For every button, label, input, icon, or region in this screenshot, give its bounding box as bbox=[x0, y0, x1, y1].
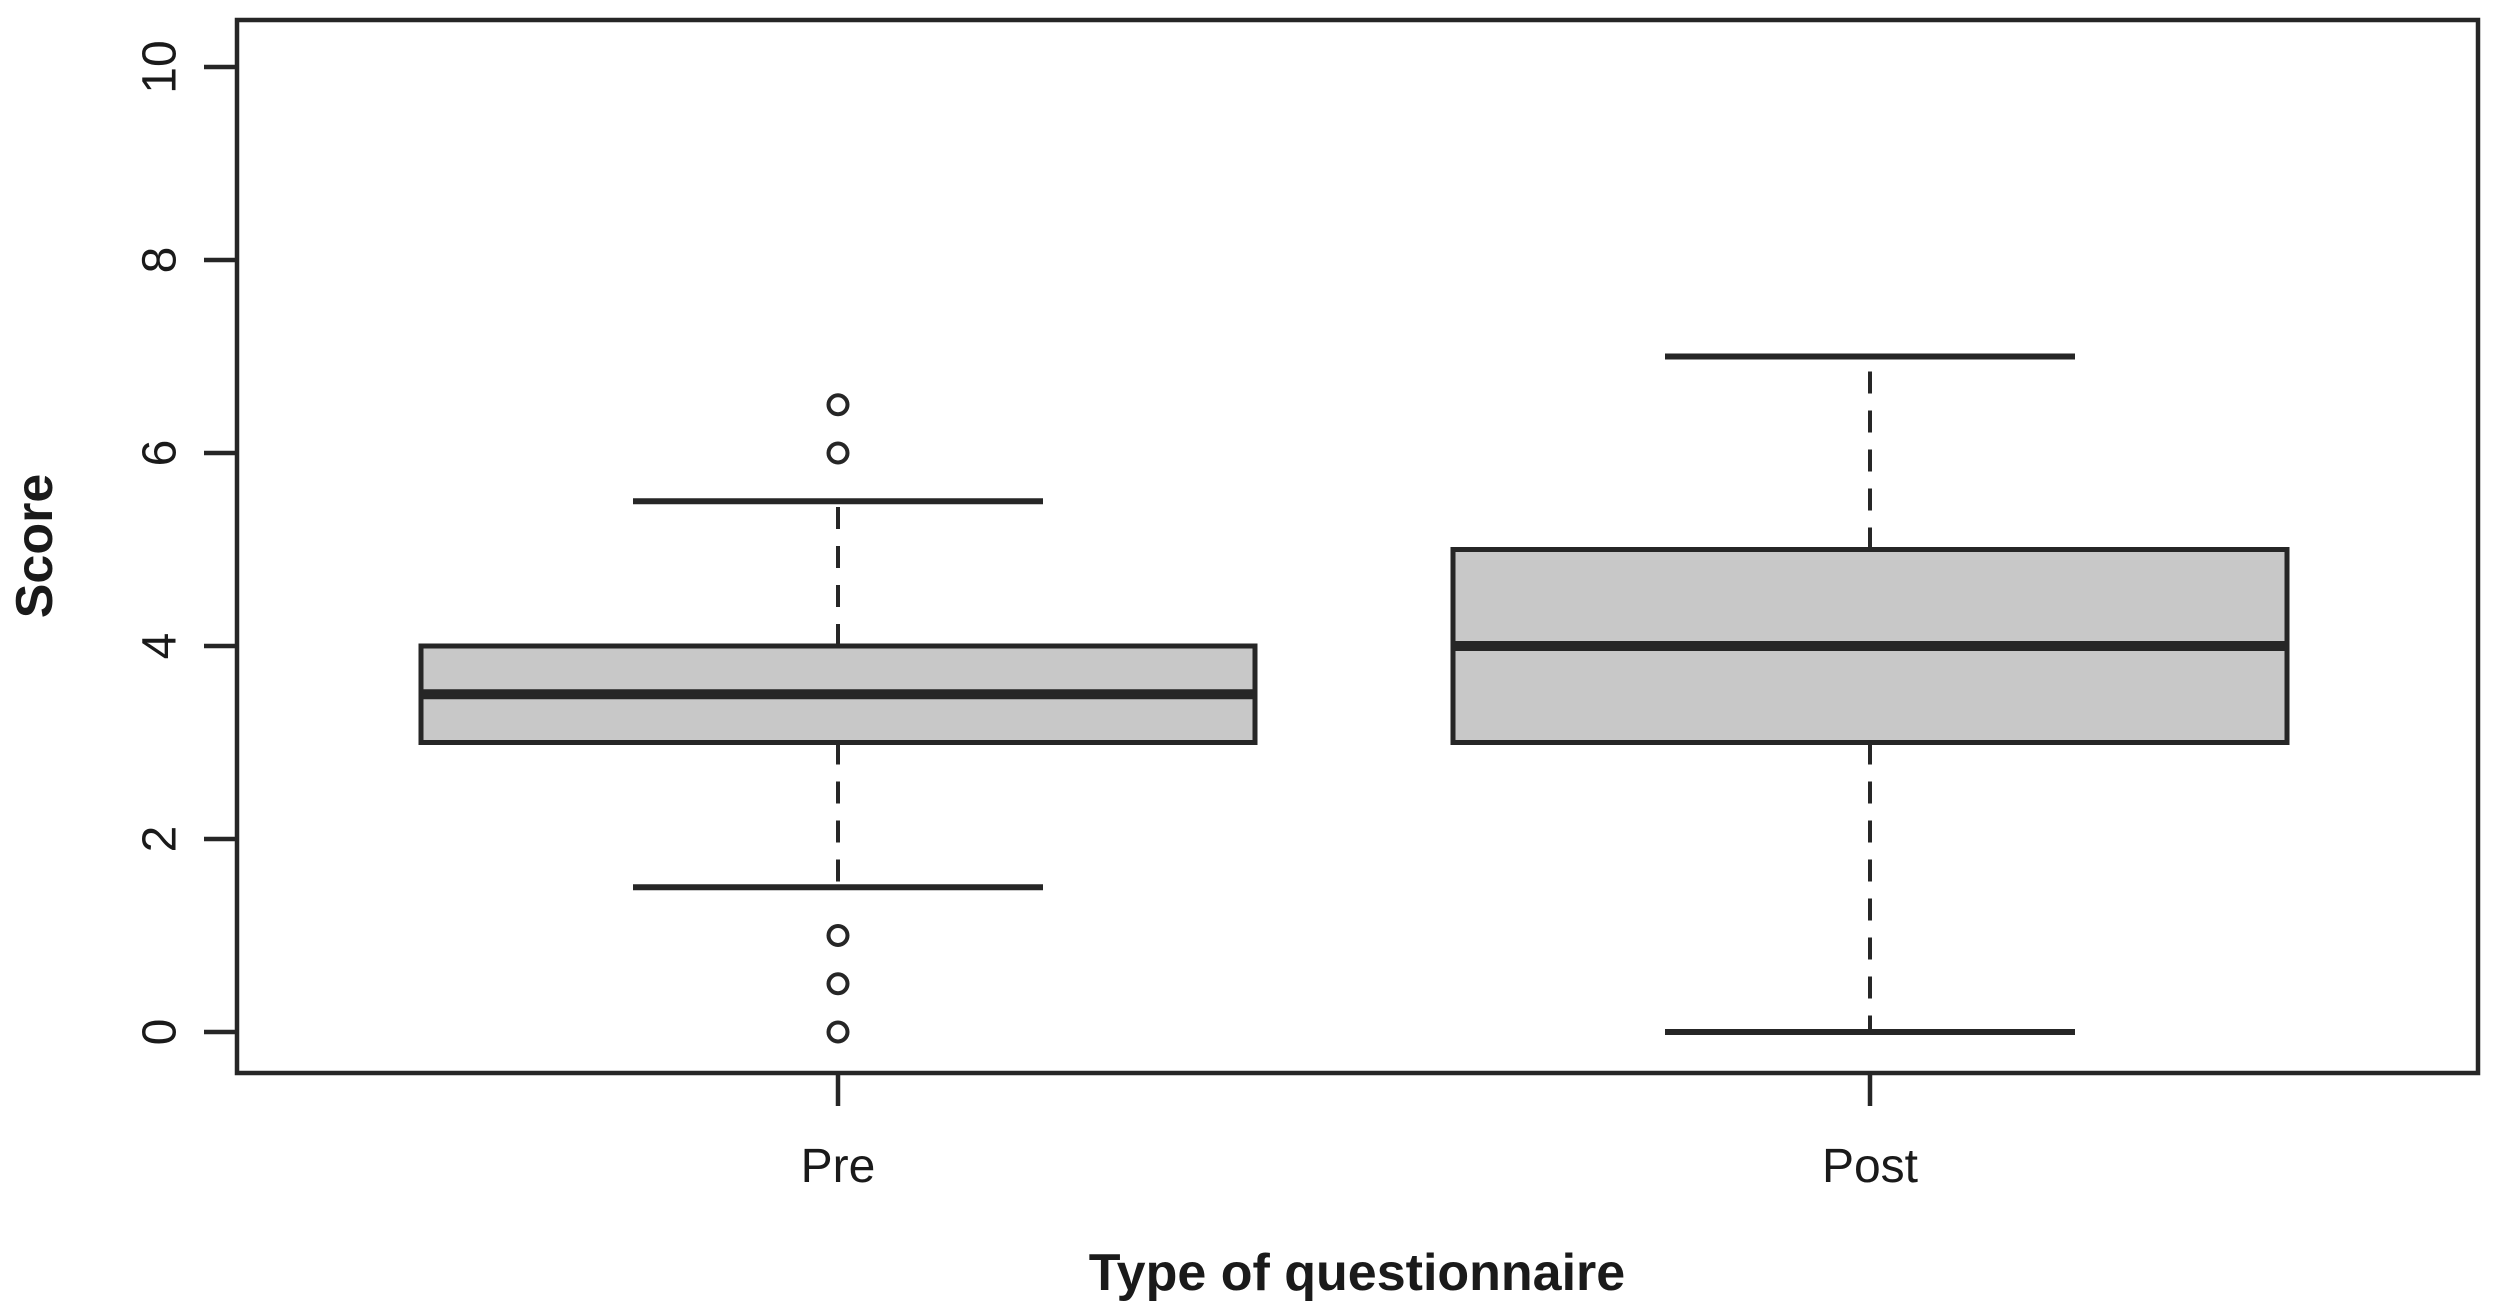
outlier-point bbox=[826, 972, 850, 996]
x-axis: Pre Post bbox=[801, 1073, 1918, 1193]
y-tick-label: 0 bbox=[134, 1019, 187, 1046]
outlier-point bbox=[826, 1020, 850, 1044]
boxplot-post bbox=[1450, 353, 2290, 1035]
outlier-point bbox=[826, 924, 850, 947]
boxplot-pre bbox=[418, 393, 1258, 1044]
y-axis: 0 2 4 6 8 10 bbox=[134, 40, 237, 1045]
x-category-label: Pre bbox=[801, 1140, 876, 1193]
y-tick-label: 2 bbox=[134, 826, 187, 853]
y-tick-label: 4 bbox=[134, 633, 187, 660]
y-axis-title: Score bbox=[6, 474, 64, 619]
outlier-point bbox=[826, 393, 850, 417]
outlier-point bbox=[826, 441, 850, 465]
x-axis-title: Type of questionnaire bbox=[1089, 1244, 1625, 1302]
x-category-label: Post bbox=[1822, 1140, 1918, 1193]
y-tick-label: 6 bbox=[134, 440, 187, 467]
boxplot-series bbox=[418, 353, 2290, 1044]
y-tick-label: 10 bbox=[134, 40, 187, 93]
y-tick-label: 8 bbox=[134, 247, 187, 274]
plot-border bbox=[234, 17, 2481, 1076]
